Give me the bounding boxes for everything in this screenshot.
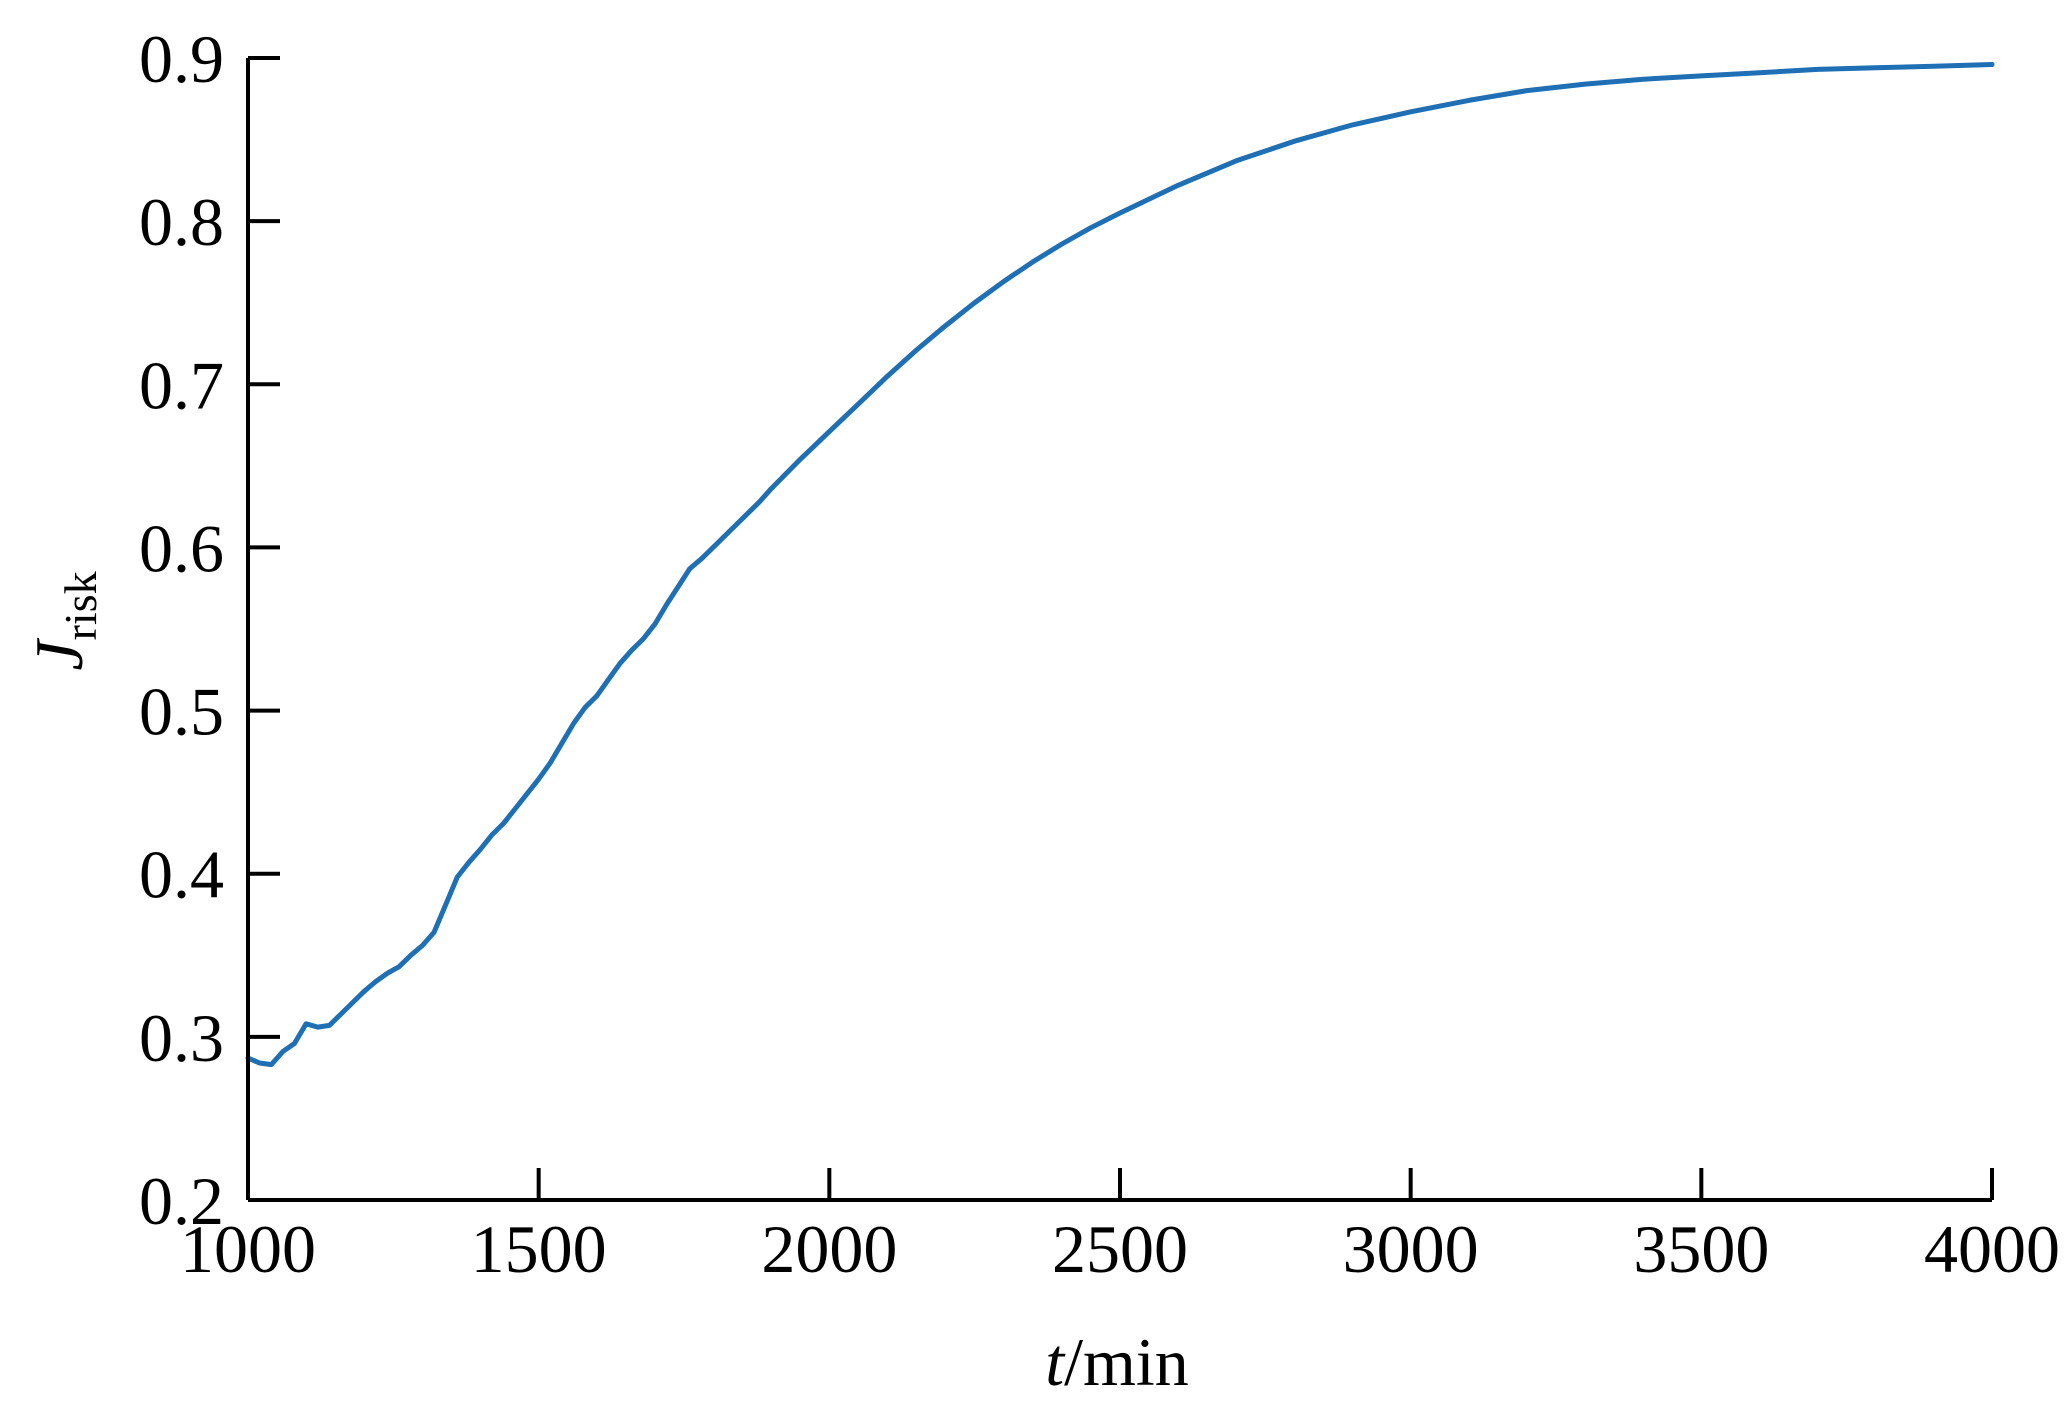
y-tick-label: 0.8: [139, 184, 224, 260]
x-tick-label: 2000: [761, 1211, 897, 1287]
y-tick-label: 0.3: [139, 1000, 224, 1076]
x-tick-label: 3500: [1633, 1211, 1769, 1287]
series-line-0: [245, 62, 1995, 1068]
y-tick-label: 0.6: [139, 510, 224, 586]
y-axis-title-italic: J: [21, 638, 97, 671]
y-tick-label: 0.5: [139, 674, 224, 750]
x-axis-title: t/min: [1045, 1324, 1189, 1400]
x-tick-label: 4000: [1924, 1211, 2060, 1287]
y-tick-label: 0.4: [139, 837, 224, 913]
x-tick-label: 1500: [471, 1211, 607, 1287]
x-axis-title-rest: /min: [1064, 1324, 1189, 1400]
x-axis: 1000 1500 2000 2500 3000 3500 4000: [180, 1168, 2060, 1287]
x-tick-label: 1000: [180, 1211, 316, 1287]
y-axis-title: Jrisk: [21, 571, 106, 670]
y-axis: 0.2 0.3 0.4 0.5 0.6 0.7 0.8 0.9: [139, 21, 280, 1239]
x-tick-label: 3000: [1343, 1211, 1479, 1287]
y-tick-label: 0.7: [139, 347, 224, 423]
y-tick-label: 0.2: [139, 1163, 224, 1239]
x-tick-label: 2500: [1052, 1211, 1188, 1287]
x-axis-title-italic: t: [1045, 1324, 1066, 1400]
plot-area: [245, 62, 1995, 1068]
y-axis-title-sub: risk: [55, 571, 106, 640]
y-tick-label: 0.9: [139, 21, 224, 97]
